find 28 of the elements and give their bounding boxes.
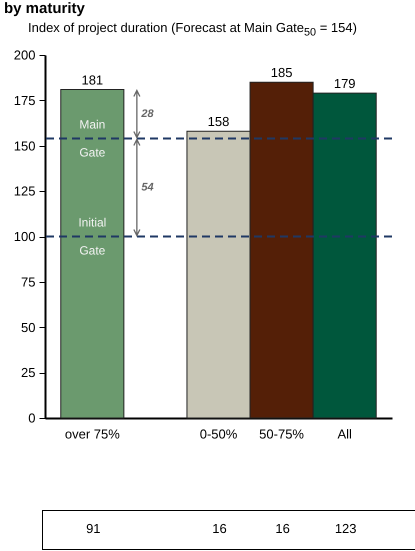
x-tick-label: 0-50% <box>200 426 238 442</box>
annotation: 28 <box>140 108 155 120</box>
ref-line-label: Initial Gate <box>78 216 106 258</box>
bar <box>60 88 124 418</box>
y-tick-label: 100 <box>14 229 36 244</box>
annotation: 54 <box>141 181 154 194</box>
y-tick-label: 200 <box>14 48 36 62</box>
y-tick-label: 50 <box>21 320 36 335</box>
chart-title: by maturity <box>3 0 86 18</box>
data-label: 185 <box>270 65 292 80</box>
text: 16 <box>275 521 290 536</box>
y-tick-label: 75 <box>21 274 36 290</box>
text: 123 <box>334 521 357 536</box>
y-tick-label: 150 <box>14 138 36 154</box>
y-tick-label: 25 <box>21 365 36 380</box>
data-label: 158 <box>208 114 230 130</box>
text: 16 <box>212 521 227 536</box>
x-tick-label: 50-75% <box>259 426 304 442</box>
y-tick-label: 125 <box>14 184 36 199</box>
ref-line-label: Main Gate <box>79 117 106 160</box>
chart-subtitle: Index of project duration (Forecast at Main Gate$_{50}$ = 154) <box>27 19 358 40</box>
y-tick-label: 0 <box>28 410 36 426</box>
data-label: 179 <box>334 76 356 92</box>
data-label: 181 <box>81 72 104 88</box>
x-tick-label: All <box>337 426 352 442</box>
y-tick-label: 175 <box>14 92 36 108</box>
x-tick-label: over 75% <box>64 426 120 442</box>
text: 91 <box>86 521 101 536</box>
